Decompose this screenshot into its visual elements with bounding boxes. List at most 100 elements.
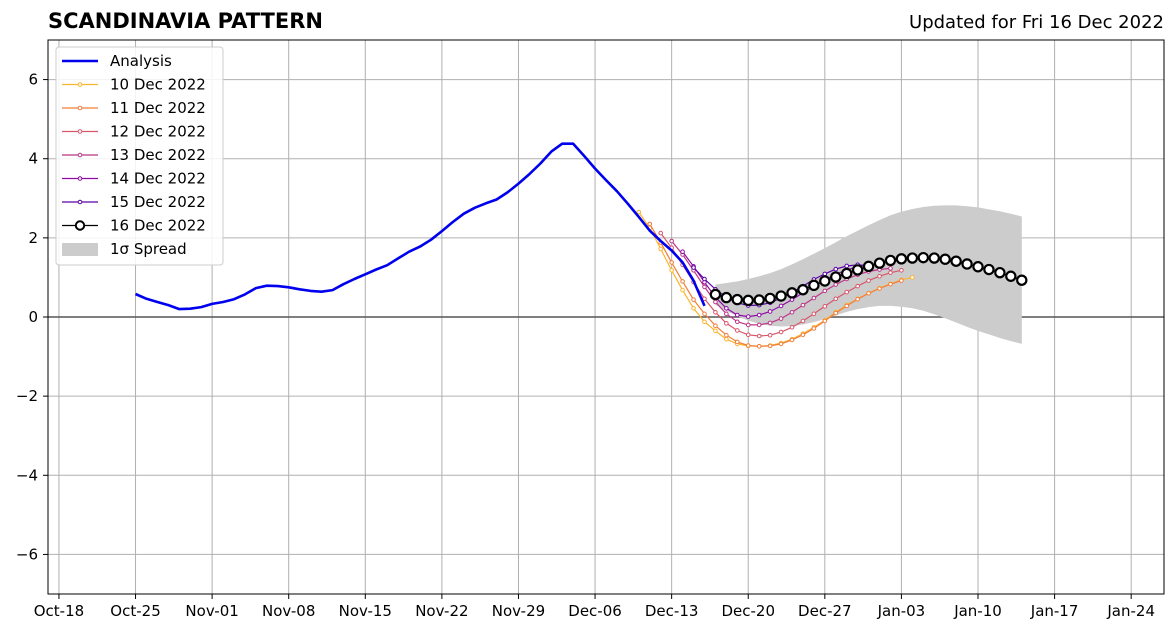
legend-label: 1σ Spread (110, 240, 187, 258)
data-point (811, 295, 817, 301)
y-tick-label: 6 (28, 71, 38, 89)
chart-title: SCANDINAVIA PATTERN (48, 9, 323, 33)
data-point (734, 339, 740, 345)
data-point (797, 283, 809, 296)
data-point (764, 292, 776, 305)
legend-item: 10 Dec 2022 (62, 76, 206, 94)
y-tick-label: −6 (16, 545, 38, 563)
data-point (713, 328, 718, 334)
data-point (778, 329, 784, 335)
data-point (841, 267, 853, 280)
data-point (691, 265, 696, 270)
data-point (691, 305, 696, 311)
data-point (972, 261, 984, 273)
data-point (808, 279, 820, 292)
data-point (866, 290, 871, 296)
data-point (789, 324, 795, 330)
legend-label: 12 Dec 2022 (110, 123, 206, 141)
data-point (767, 309, 773, 314)
data-point (756, 312, 762, 318)
data-point (636, 209, 642, 215)
data-point (888, 281, 893, 287)
data-point (983, 263, 995, 276)
data-point (745, 314, 751, 319)
data-point (724, 311, 729, 317)
data-point (855, 283, 860, 289)
data-point (756, 343, 762, 349)
data-point (811, 311, 817, 317)
data-point (724, 336, 729, 342)
x-tick-label: Dec-06 (568, 602, 622, 620)
data-point (899, 268, 904, 273)
x-tick-label: Dec-13 (645, 602, 699, 620)
data-point (833, 296, 839, 302)
x-tick-label: Jan-17 (1030, 602, 1079, 620)
data-point (680, 279, 685, 284)
data-point (720, 291, 733, 304)
y-axis-ticks: −6 −4 −2 0 2 4 6 (16, 71, 48, 563)
data-point (822, 288, 828, 294)
data-point (731, 293, 743, 306)
data-point (669, 238, 674, 244)
data-point (713, 309, 718, 315)
legend-label: 10 Dec 2022 (110, 76, 206, 94)
legend-item: Analysis (62, 52, 172, 70)
y-tick-label: −4 (16, 466, 38, 484)
data-point (1016, 274, 1028, 286)
data-point (669, 260, 674, 265)
data-point (844, 263, 850, 269)
data-point (1005, 270, 1017, 282)
y-tick-label: 0 (28, 308, 38, 326)
data-point (713, 323, 718, 329)
data-point (702, 276, 707, 282)
data-point (745, 322, 751, 328)
data-point (669, 268, 674, 273)
data-point (888, 266, 893, 271)
data-point (658, 230, 664, 236)
data-point (745, 332, 751, 338)
legend-item: 12 Dec 2022 (62, 123, 206, 141)
data-point (658, 246, 664, 252)
data-point (862, 260, 875, 273)
data-point (819, 275, 831, 287)
legend-label: 15 Dec 2022 (110, 193, 206, 211)
chart-subtitle: Updated for Fri 16 Dec 2022 (909, 12, 1164, 33)
data-point (822, 271, 828, 277)
analysis-line (134, 142, 706, 311)
x-tick-label: Nov-15 (339, 602, 392, 620)
legend-item: 1σ Spread (62, 240, 187, 258)
legend-marker (77, 105, 83, 111)
series-13-dec-2022 (669, 238, 893, 328)
legend-item: 15 Dec 2022 (62, 193, 206, 211)
data-point (724, 332, 729, 338)
data-point (961, 258, 973, 270)
data-point (851, 264, 864, 276)
x-tick-label: Nov-29 (492, 602, 545, 620)
data-point (778, 341, 784, 347)
data-point (778, 303, 784, 309)
legend-marker (77, 199, 83, 205)
data-point (724, 321, 729, 326)
data-point (950, 255, 962, 267)
data-point (702, 319, 707, 325)
data-point (745, 343, 751, 348)
legend-label: 13 Dec 2022 (110, 146, 206, 164)
data-point (724, 305, 729, 311)
legend-label: Analysis (110, 52, 172, 70)
data-point (775, 290, 787, 302)
data-point (680, 287, 685, 293)
data-point (680, 249, 685, 255)
data-point (778, 316, 784, 321)
series-16-dec-2022 (709, 251, 1028, 307)
data-point (753, 294, 765, 306)
data-point (713, 299, 718, 305)
data-point (884, 254, 897, 267)
data-point (866, 278, 871, 283)
data-point (833, 310, 839, 316)
data-point (800, 302, 806, 308)
legend-swatch (62, 243, 98, 256)
x-tick-label: Jan-24 (1106, 602, 1155, 620)
x-tick-label: Nov-08 (262, 602, 315, 620)
y-tick-label: 4 (28, 150, 38, 168)
